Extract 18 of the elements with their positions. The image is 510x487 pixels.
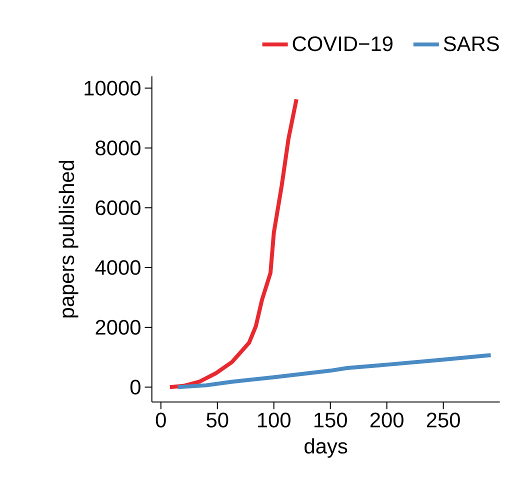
x-axis-title: days xyxy=(304,438,348,458)
legend-label: SARS xyxy=(444,36,499,52)
y-tick-label: 8000 xyxy=(96,140,140,156)
x-tick-label: 50 xyxy=(206,412,228,428)
y-axis-title: papers published xyxy=(58,160,78,318)
y-tick-label: 6000 xyxy=(96,200,140,216)
line-series xyxy=(168,97,298,390)
x-tick-label: 150 xyxy=(314,412,347,428)
y-tick-label: 4000 xyxy=(95,260,140,275)
x-tick-label: 100 xyxy=(258,412,290,428)
line-series xyxy=(176,353,493,390)
y-tick-label: 2000 xyxy=(96,320,140,335)
x-tick-label: 200 xyxy=(370,412,404,428)
legend-label: COVID−19 xyxy=(292,36,392,52)
y-tick-label: 10000 xyxy=(84,80,140,96)
y-tick-label: 0 xyxy=(130,380,140,394)
x-tick-label: 0 xyxy=(156,412,166,428)
x-tick-label: 250 xyxy=(426,412,460,428)
